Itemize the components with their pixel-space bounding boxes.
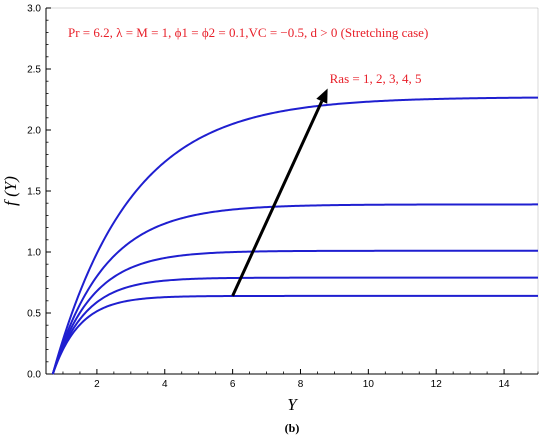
x-axis-label: Y: [287, 395, 298, 414]
series-line-5: [51, 96, 539, 375]
series-line-2: [51, 276, 538, 375]
series-line-3: [51, 249, 538, 375]
x-tick-label: 8: [298, 379, 304, 390]
ras-annotation: Ras = 1, 2, 3, 4, 5: [330, 71, 422, 86]
y-ticks: 0.0 0.5 1.0 1.5 2.0 2.5 3.0: [27, 4, 51, 381]
series-line-4: [51, 203, 538, 375]
arrow-shaft: [231, 100, 324, 297]
y-tick-label: 1.5: [27, 187, 41, 198]
series-line-1: [51, 294, 538, 375]
x-tick-label: 6: [230, 379, 236, 390]
x-tick-label: 14: [499, 379, 511, 390]
y-axis-label: f (Y): [1, 176, 20, 206]
x-tick-label: 12: [431, 379, 443, 390]
x-ticks: 2 4 6 8 10 12 14: [62, 369, 539, 390]
trend-arrow: [231, 88, 328, 297]
y-tick-label: 3.0: [27, 4, 41, 15]
series-group: [51, 96, 539, 375]
arrow-head: [316, 88, 328, 104]
y-tick-label: 0.5: [27, 309, 41, 320]
y-tick-label: 1.0: [27, 248, 41, 259]
x-tick-label: 4: [162, 379, 168, 390]
plot-area: 2 4 6 8 10 12 14 0.0 0.5 1.0 1.5 2.0 2.5 3.0: [27, 4, 539, 390]
y-tick-label: 2.5: [27, 65, 41, 76]
y-tick-label: 0.0: [27, 370, 41, 381]
x-tick-label: 2: [94, 379, 100, 390]
parameters-text: Pr = 6.2, λ = M = 1, ϕ1 = ϕ2 = 0.1,VC = …: [68, 25, 428, 40]
y-tick-label: 2.0: [27, 126, 41, 137]
x-tick-label: 10: [363, 379, 375, 390]
figure-caption: (b): [285, 421, 300, 435]
